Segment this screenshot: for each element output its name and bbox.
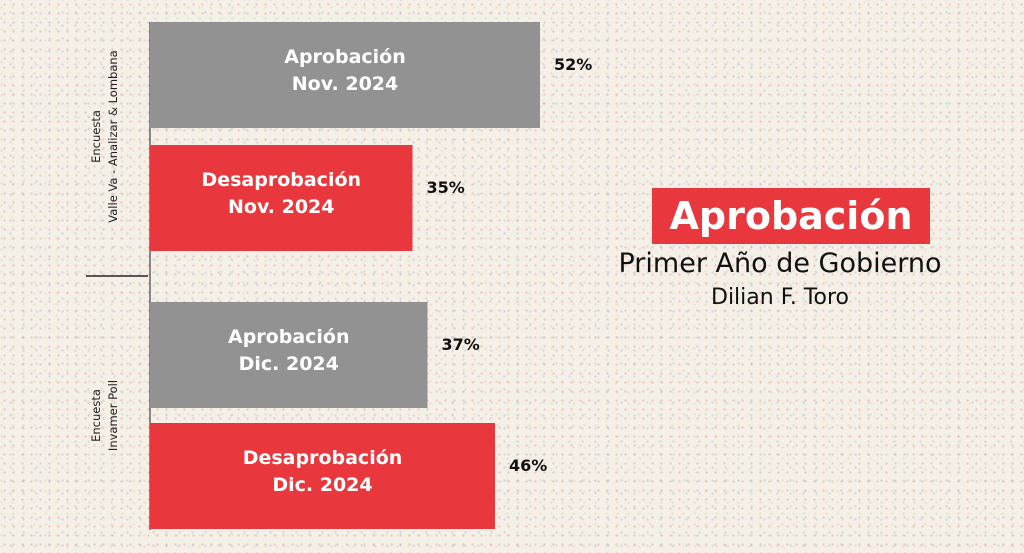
bar-value-label-2: 37%: [442, 335, 480, 354]
bar-disapproval-3: [150, 423, 495, 529]
chart-title: Aprobación: [652, 188, 930, 244]
chart-subtitle: Primer Año de Gobierno: [618, 248, 942, 279]
bar-approval-2: [150, 302, 428, 408]
bar-label-3: Desaprobación Dic. 2024: [243, 447, 403, 496]
bar-disapproval-1: [150, 145, 413, 251]
bar-value-label-3: 46%: [509, 456, 547, 475]
bar-approval-0: [150, 22, 540, 128]
bar-label-1: Desaprobación Nov. 2024: [201, 169, 361, 218]
chart-byline: Dilian F. Toro: [711, 285, 849, 310]
bar-label-0: Aprobación Nov. 2024: [284, 46, 406, 95]
group-label-1: Encuesta Invamer Poll: [89, 380, 120, 451]
bar-value-label-1: 35%: [427, 178, 465, 197]
bar-label-2: Aprobación Dic. 2024: [228, 326, 350, 375]
bar-value-label-0: 52%: [554, 55, 592, 74]
group-label-0: Encuesta Valle Va - Analizar & Lombana: [89, 50, 120, 222]
